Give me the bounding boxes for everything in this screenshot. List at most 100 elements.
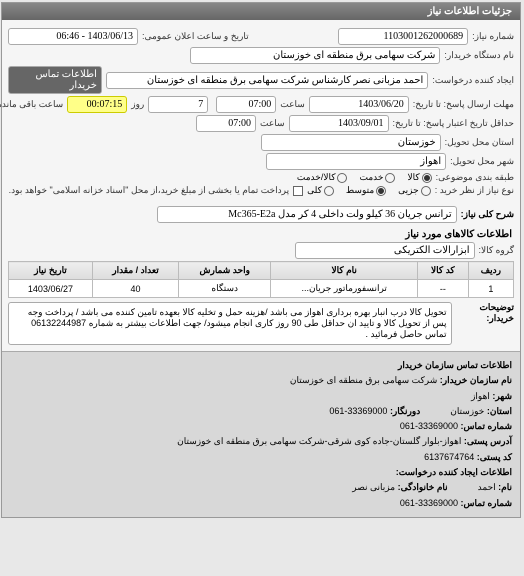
contact-name-label: نام:: [499, 482, 513, 492]
radio-both[interactable]: کالا/خدمت: [298, 172, 349, 183]
size-label: نوع نیاز از نظر خرید :: [436, 185, 515, 196]
cell-qty: 40: [93, 280, 179, 298]
table-row[interactable]: 1 -- ترانسفورماتور جریان... دستگاه 40 14…: [10, 280, 515, 298]
payment-checkbox[interactable]: [294, 186, 304, 196]
response-deadline-time[interactable]: [217, 96, 277, 113]
radio-service[interactable]: خدمت: [360, 172, 396, 183]
remaining-day-label: روز: [132, 99, 145, 110]
contact-fax: 33369000-061: [330, 406, 388, 416]
radio-minor-label: جزیی: [399, 185, 420, 196]
time-label-1: ساعت: [281, 99, 306, 110]
contact-address: اهواز-بلوار گلستان-جاده کوی شرقی-شرکت سه…: [178, 436, 462, 446]
row-credit-deadline: حداقل تاریخ اعتبار پاسخ: تا تاریخ: ساعت: [9, 115, 515, 132]
goods-section-title: اطلاعات کالاهای مورد نیاز: [11, 229, 513, 240]
classify-radios: کالا خدمت کالا/خدمت: [298, 172, 433, 183]
row-province: استان محل تحویل:: [9, 134, 515, 151]
radio-dot-icon: [386, 173, 396, 183]
radio-dot-icon: [422, 186, 432, 196]
radio-dot-icon: [423, 173, 433, 183]
contact-phone2-label: شماره تماس:: [462, 498, 513, 508]
contact-province-label: استان:: [488, 406, 513, 416]
city-input[interactable]: [267, 153, 447, 170]
remaining-label: ساعت باقی مانده: [0, 99, 64, 110]
col-name: نام کالا: [272, 262, 419, 280]
contact-family: مزبانی نصر: [353, 482, 396, 492]
row-requester: ایجاد کننده درخواست: اطلاعات تماس خریدار: [9, 66, 515, 94]
city-label: شهر محل تحویل:: [451, 156, 515, 167]
need-desc-label: شرح کلی نیاز:: [462, 209, 515, 220]
col-qty: تعداد / مقدار: [93, 262, 179, 280]
row-goods-group: گروه کالا:: [9, 242, 515, 259]
response-deadline-date[interactable]: [310, 96, 410, 113]
contact-family-label: نام خانوادگی:: [399, 482, 449, 492]
pub-datetime-input[interactable]: [9, 28, 139, 45]
row-buyer-org: نام دستگاه خریدار:: [9, 47, 515, 64]
time-label-2: ساعت: [261, 118, 286, 129]
radio-goods-label: کالا: [408, 172, 420, 183]
main-panel: جزئیات اطلاعات نیاز شماره نیاز: تاریخ و …: [2, 2, 522, 518]
row-size: نوع نیاز از نظر خرید : جزیی متوسط کلی پر…: [9, 185, 515, 196]
col-code: کد کالا: [419, 262, 470, 280]
row-classify: طبقه بندی موضوعی: کالا خدمت کالا/خدمت: [9, 172, 515, 183]
req-creator-title: اطلاعات ایجاد کننده درخواست:: [397, 467, 513, 477]
radio-both-label: کالا/خدمت: [298, 172, 337, 183]
row-response-deadline: مهلت ارسال پاسخ: تا تاریخ: ساعت روز ساعت…: [9, 96, 515, 113]
buyer-desc-text: تحویل کالا درب انبار بهره برداری اهواز م…: [9, 302, 453, 345]
radio-medium[interactable]: متوسط: [347, 185, 387, 196]
province-input[interactable]: [262, 134, 442, 151]
contact-fax-label: دورنگار:: [391, 406, 421, 416]
cell-name: ترانسفورماتور جریان...: [272, 280, 419, 298]
buyer-org-label: نام دستگاه خریدار:: [445, 50, 515, 61]
contact-postal-label: کد پستی:: [478, 452, 513, 462]
credit-deadline-label: حداقل تاریخ اعتبار پاسخ: تا تاریخ:: [394, 118, 515, 129]
radio-dot-icon: [325, 186, 335, 196]
col-row: ردیف: [469, 262, 514, 280]
table-header-row: ردیف کد کالا نام کالا واحد شمارش تعداد /…: [10, 262, 515, 280]
radio-dot-icon: [338, 173, 348, 183]
contact-address-label: آدرس پستی:: [465, 436, 513, 446]
contact-name: احمد: [479, 482, 497, 492]
panel-body: شماره نیاز: تاریخ و ساعت اعلان عمومی: نا…: [3, 20, 521, 351]
buyer-desc-label: توضیحات خریدار:: [459, 302, 516, 324]
radio-goods[interactable]: کالا: [408, 172, 432, 183]
contact-postal: 6137674764: [425, 452, 475, 462]
response-deadline-label: مهلت ارسال پاسخ: تا تاریخ:: [414, 99, 515, 110]
goods-table: ردیف کد کالا نام کالا واحد شمارش تعداد /…: [9, 261, 515, 298]
row-req-no: شماره نیاز: تاریخ و ساعت اعلان عمومی:: [9, 28, 515, 45]
radio-total[interactable]: کلی: [308, 185, 335, 196]
pub-datetime-label: تاریخ و ساعت اعلان عمومی:: [143, 31, 250, 42]
buyer-contact-button[interactable]: اطلاعات تماس خریدار: [9, 66, 103, 94]
cell-row: 1: [469, 280, 514, 298]
classify-label: طبقه بندی موضوعی:: [437, 172, 515, 183]
payment-note: پرداخت تمام یا بخشی از مبلغ خرید،از محل …: [10, 185, 290, 196]
goods-group-input[interactable]: [296, 242, 476, 259]
radio-dot-icon: [377, 186, 387, 196]
contact-org: شرکت سهامی برق منطقه ای خوزستان: [291, 375, 438, 385]
cell-code: --: [419, 280, 470, 298]
contact-city: اهواز: [472, 391, 491, 401]
size-radios: جزیی متوسط کلی: [308, 185, 432, 196]
contact-city-label: شهر:: [493, 391, 513, 401]
radio-minor[interactable]: جزیی: [399, 185, 432, 196]
radio-medium-label: متوسط: [347, 185, 375, 196]
row-buyer-desc: توضیحات خریدار: تحویل کالا درب انبار بهر…: [9, 302, 515, 345]
contact-phone2: 33369000-061: [401, 498, 459, 508]
contact-title: اطلاعات تماس سازمان خریدار: [399, 360, 513, 370]
credit-deadline-date[interactable]: [290, 115, 390, 132]
contact-province: خوزستان: [451, 406, 485, 416]
need-desc-input[interactable]: [158, 206, 458, 223]
row-city: شهر محل تحویل:: [9, 153, 515, 170]
buyer-org-input[interactable]: [191, 47, 441, 64]
province-label: استان محل تحویل:: [446, 137, 515, 148]
remaining-days: [149, 96, 209, 113]
credit-deadline-time[interactable]: [197, 115, 257, 132]
req-no-input[interactable]: [339, 28, 469, 45]
contact-phone-label: شماره تماس:: [462, 421, 513, 431]
requester-input[interactable]: [107, 72, 429, 89]
contact-phone: 33369000-061: [401, 421, 459, 431]
remaining-time: [68, 96, 128, 113]
radio-service-label: خدمت: [360, 172, 384, 183]
row-need-desc: شرح کلی نیاز:: [9, 206, 515, 223]
cell-date: 1403/06/27: [10, 280, 94, 298]
col-unit: واحد شمارش: [180, 262, 272, 280]
